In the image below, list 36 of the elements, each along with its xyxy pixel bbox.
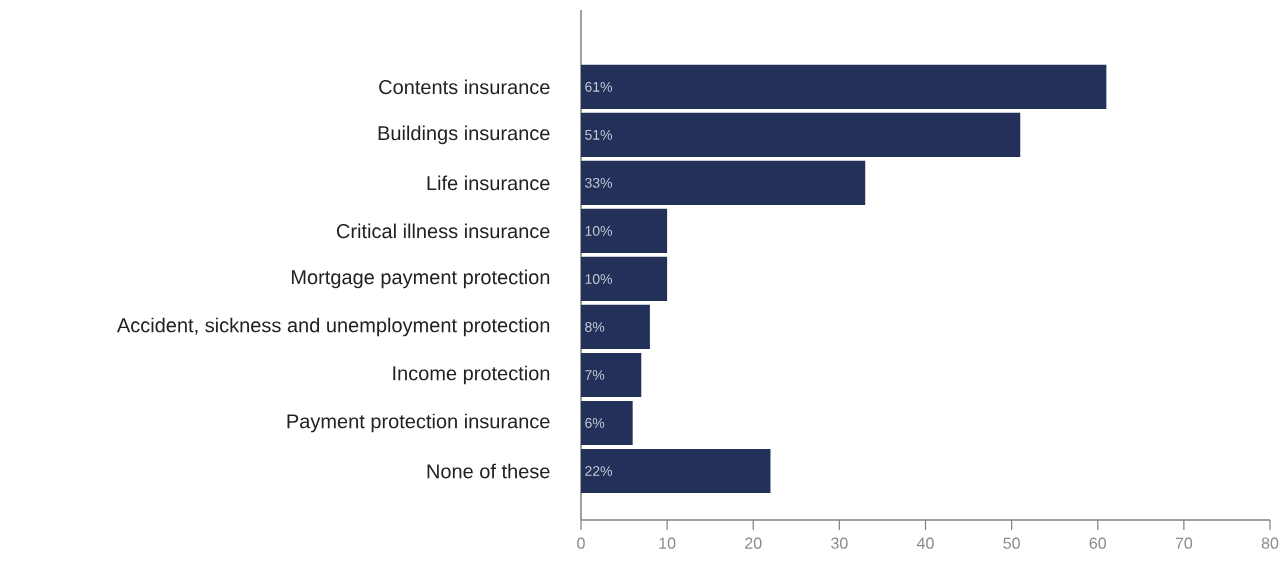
data-label: 61%: [585, 81, 613, 92]
x-tick-label: 70: [1175, 537, 1193, 549]
x-tick-label: 10: [659, 537, 676, 549]
x-tick-label: 60: [1089, 537, 1107, 549]
data-label: 10%: [585, 225, 613, 236]
x-tick-label: 20: [745, 537, 762, 549]
bar: [581, 112, 1021, 157]
bar: [581, 352, 642, 398]
data-label: 6%: [585, 418, 605, 428]
y-tick-label: None of these: [427, 463, 550, 479]
y-tick-label: Life insurance: [427, 175, 550, 191]
data-label: 51%: [585, 129, 613, 140]
bar: [581, 400, 633, 446]
data-label: 7%: [585, 370, 605, 380]
y-tick-label: Income protection: [393, 365, 550, 385]
bar: [581, 64, 1107, 109]
bar: [581, 256, 668, 302]
x-tick-label: 40: [916, 537, 934, 549]
y-tick-label: Accident, sickness and unemployment protection: [116, 317, 550, 337]
bar: [581, 160, 866, 205]
x-tick-label: 50: [1003, 537, 1020, 549]
y-tick-label: Critical illness insurance: [336, 223, 550, 239]
data-label: 8%: [585, 321, 605, 332]
y-tick-label: Buildings insurance: [378, 125, 550, 145]
x-tick-label: 30: [831, 537, 848, 549]
data-label: 22%: [585, 466, 613, 476]
bar: [581, 304, 650, 350]
x-tick-label: 80: [1261, 537, 1279, 549]
data-label: 10%: [585, 273, 613, 284]
bar: [581, 448, 771, 494]
bar: [581, 208, 668, 253]
y-tick-label: Contents insurance: [379, 79, 550, 95]
x-tick-label: 0: [577, 537, 585, 549]
y-tick-label: Mortgage payment protection: [291, 269, 550, 289]
data-label: 33%: [585, 177, 613, 188]
y-tick-label: Payment protection insurance: [287, 413, 550, 433]
